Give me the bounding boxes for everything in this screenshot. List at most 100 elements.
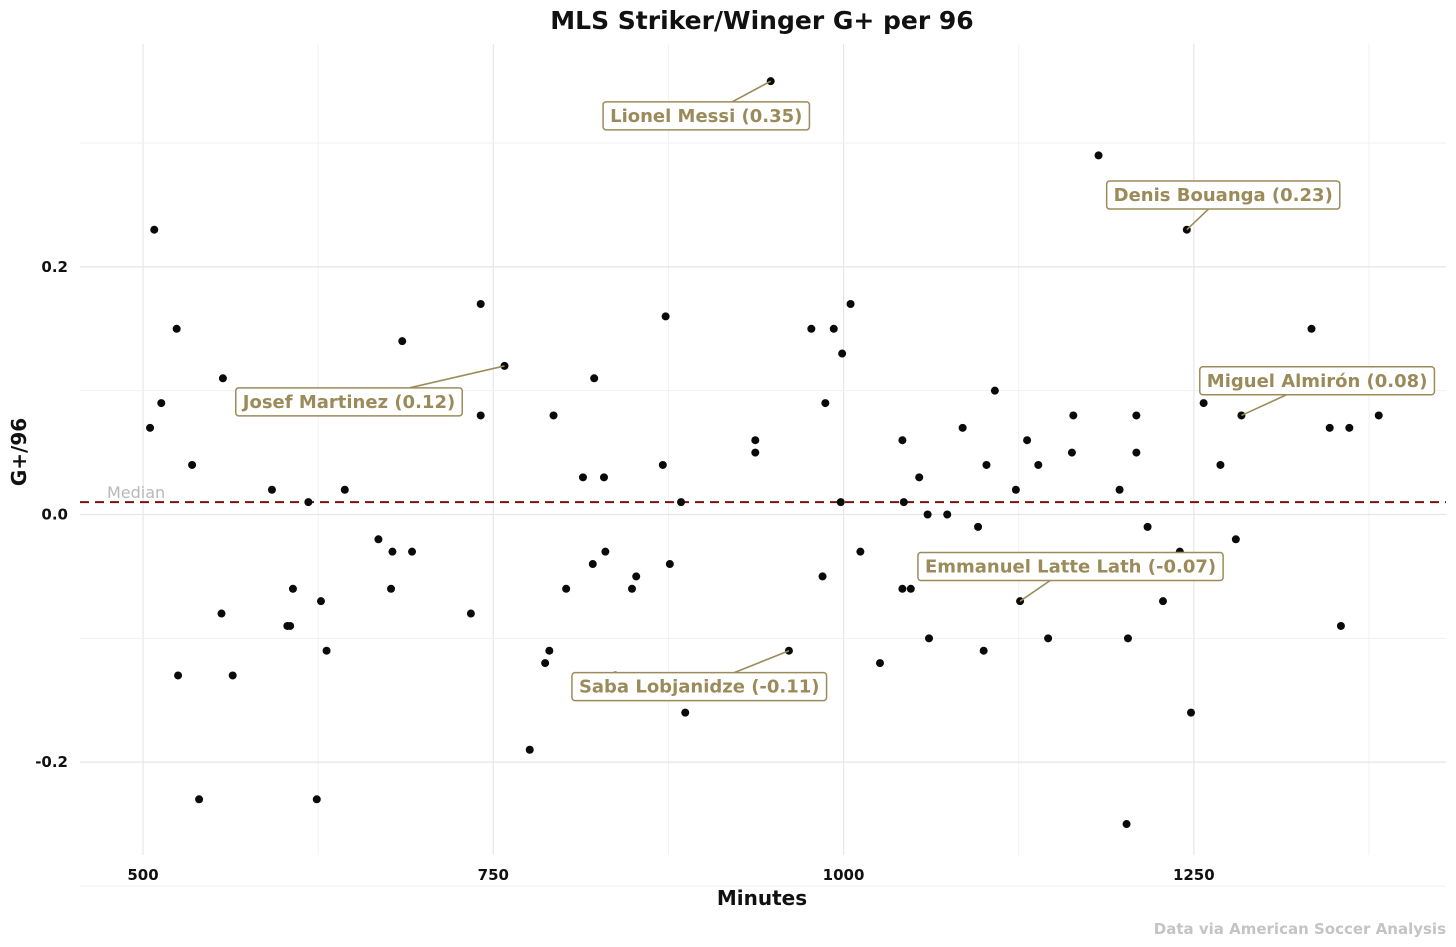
data-point [974,522,983,531]
data-point [1069,411,1078,420]
player-annotation: Lionel Messi (0.35) [602,80,811,131]
data-point [288,584,297,593]
grid [80,44,1446,887]
data-point [829,324,838,333]
data-point [925,634,934,643]
data-point [157,399,166,408]
player-annotation: Josef Martinez (0.12) [235,365,505,417]
data-point [172,324,181,333]
data-point [601,547,610,556]
y-tick-label: -0.2 [35,753,68,771]
points [146,77,1383,829]
data-point [665,560,674,569]
data-point [821,399,830,408]
y-axis-title: G+/96 [7,418,31,486]
annotation-label: Denis Bouanga (0.23) [1114,185,1333,206]
annotation-box [1199,366,1436,396]
x-tick-label: 750 [478,866,509,884]
median-label: Median [107,483,165,502]
data-point [846,300,855,309]
data-point [628,584,637,593]
data-point [267,485,276,494]
annotation-box [571,671,828,702]
data-point [408,547,417,556]
data-point [398,337,407,346]
data-point [990,386,999,395]
data-point [658,460,667,469]
data-point [286,621,295,630]
data-point [1374,411,1383,420]
data-point [218,374,227,383]
data-point [1123,634,1132,643]
data-point [1122,820,1131,829]
data-point [751,448,760,457]
data-point [322,646,331,655]
data-point [562,584,571,593]
annotation-box [917,551,1224,582]
annotation-leader-line [1241,394,1287,417]
data-point [541,659,550,668]
data-point [899,498,908,507]
annotation-leader-line [1186,208,1210,231]
median-line-group: Median [80,483,1446,504]
data-point [898,436,907,445]
source-caption: Data via American Soccer Analysis [1154,920,1446,938]
data-point [146,423,155,432]
data-point [1067,448,1076,457]
data-point [525,745,534,754]
annotation-box [1105,180,1341,210]
data-point [312,795,321,804]
data-point [1115,485,1124,494]
axes: 500 750 1000 1250 -0.2 0.0 0.2 [35,258,1215,884]
data-point [578,473,587,482]
data-point [915,473,924,482]
data-point [979,646,988,655]
annotation-leader-line [731,80,772,103]
data-point [1231,535,1240,544]
player-annotation: Miguel Almirón (0.08) [1199,366,1436,417]
data-point [898,584,907,593]
data-point [1307,324,1316,333]
data-point [590,374,599,383]
annotation-label: Josef Martinez (0.12) [241,392,455,413]
data-point [1011,485,1020,494]
y-tick-label: 0.0 [41,506,68,524]
data-point [1034,460,1043,469]
data-point [1325,423,1334,432]
data-point [304,498,313,507]
data-point [1187,708,1196,717]
x-tick-label: 1000 [823,866,865,884]
data-point [217,609,226,618]
data-point [476,411,485,420]
data-point [466,609,475,618]
annotation-label: Saba Lobjanidze (-0.11) [579,677,820,698]
data-point [316,597,325,606]
annotation-box [235,387,463,417]
annotation-leader-line [733,649,790,674]
annotations: Lionel Messi (0.35) Denis Bouanga (0.23) J… [235,80,1436,702]
data-point [549,411,558,420]
data-point [1158,597,1167,606]
data-point [476,300,485,309]
data-point [387,584,396,593]
data-point [1199,399,1208,408]
data-point [751,436,760,445]
player-annotation: Saba Lobjanidze (-0.11) [571,649,828,702]
data-point [188,460,197,469]
data-point [807,324,816,333]
data-point [923,510,932,519]
data-point [943,510,952,519]
data-point [599,473,608,482]
data-point [838,349,847,358]
data-point [545,646,554,655]
annotation-label: Lionel Messi (0.35) [610,106,802,127]
data-point [1132,448,1141,457]
data-point [1336,621,1345,630]
annotation-label: Miguel Almirón (0.08) [1207,371,1428,392]
annotation-box [602,101,811,131]
data-point [958,423,967,432]
data-point [1132,411,1141,420]
data-point [150,225,159,234]
data-point [388,547,397,556]
